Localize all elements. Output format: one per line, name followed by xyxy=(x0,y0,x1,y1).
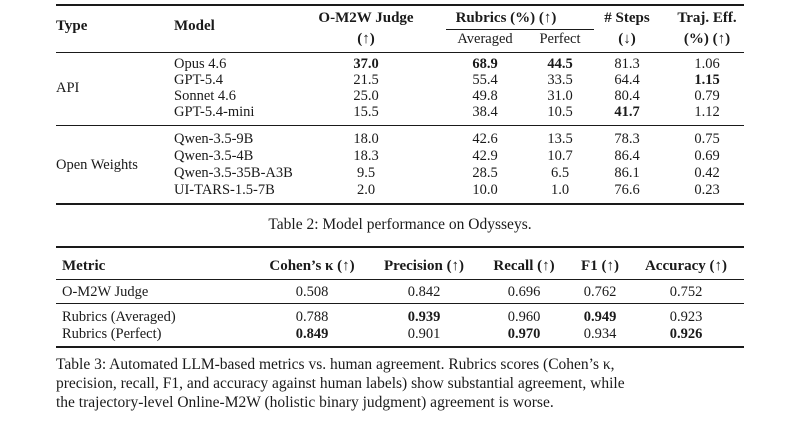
kappa-value: 0.849 xyxy=(295,326,329,342)
traj-value: 1.06 xyxy=(694,56,720,72)
bottom-rule xyxy=(56,203,744,205)
header-rule xyxy=(56,279,744,280)
perfect-value: 31.0 xyxy=(547,88,573,104)
averaged-value: 28.5 xyxy=(472,165,498,181)
averaged-value: 55.4 xyxy=(472,72,498,88)
header-accuracy: Accuracy (↑) xyxy=(644,258,728,274)
metric-name: Rubrics (Averaged) xyxy=(62,309,176,325)
perfect-value: 10.5 xyxy=(547,104,573,120)
metric-name: O-M2W Judge xyxy=(62,284,149,300)
perfect-value: 1.0 xyxy=(550,182,570,198)
traj-value: 0.69 xyxy=(694,148,720,164)
kappa-value: 0.508 xyxy=(295,284,329,300)
header-judge: O-M2W Judge xyxy=(318,10,414,26)
model-name: GPT-5.4-mini xyxy=(174,104,255,120)
traj-value: 0.42 xyxy=(694,165,720,181)
steps-value: 81.3 xyxy=(614,56,640,72)
traj-value: 0.75 xyxy=(694,131,720,147)
judge-value: 9.5 xyxy=(356,165,376,181)
f1-value: 0.949 xyxy=(583,309,617,325)
header-steps-direction: (↓) xyxy=(618,31,636,47)
judge-value: 15.5 xyxy=(353,104,379,120)
model-name: UI-TARS-1.5-7B xyxy=(174,182,275,198)
judge-value: 37.0 xyxy=(353,56,379,72)
header-metric: Metric xyxy=(62,258,106,274)
top-rule xyxy=(56,4,744,6)
averaged-value: 42.6 xyxy=(472,131,498,147)
group-type-open-weights: Open Weights xyxy=(56,157,138,173)
row-rule xyxy=(56,303,744,304)
recall-value: 0.696 xyxy=(507,284,541,300)
table-3-caption-line-2: precision, recall, F1, and accuracy agai… xyxy=(56,375,625,392)
model-name: Sonnet 4.6 xyxy=(174,88,237,104)
header-precision: Precision (↑) xyxy=(383,258,465,274)
perfect-value: 33.5 xyxy=(547,72,573,88)
header-steps: # Steps xyxy=(604,10,650,26)
traj-value: 1.15 xyxy=(694,72,720,88)
header-judge-direction: (↑) xyxy=(357,31,375,47)
bottom-rule xyxy=(56,346,744,348)
judge-value: 2.0 xyxy=(356,182,376,198)
precision-value: 0.939 xyxy=(407,309,441,325)
steps-value: 86.4 xyxy=(614,148,640,164)
kappa-value: 0.788 xyxy=(295,309,329,325)
averaged-value: 68.9 xyxy=(472,56,498,72)
header-traj-eff: Traj. Eff. xyxy=(677,10,737,26)
f1-value: 0.762 xyxy=(583,284,617,300)
header-rubrics: Rubrics (%) (↑) xyxy=(455,10,557,26)
header-model: Model xyxy=(174,18,215,34)
header-rule xyxy=(56,52,744,53)
steps-value: 80.4 xyxy=(614,88,640,104)
traj-value: 0.79 xyxy=(694,88,720,104)
averaged-value: 10.0 xyxy=(472,182,498,198)
model-name: Qwen-3.5-4B xyxy=(174,148,254,164)
rubrics-cmidrule xyxy=(446,29,594,30)
recall-value: 0.970 xyxy=(507,326,541,342)
header-kappa: Cohen’s κ (↑) xyxy=(269,258,355,274)
table-3-caption-line-1: Table 3: Automated LLM-based metrics vs.… xyxy=(56,356,615,373)
averaged-value: 42.9 xyxy=(472,148,498,164)
averaged-value: 38.4 xyxy=(472,104,498,120)
traj-value: 0.23 xyxy=(694,182,720,198)
judge-value: 25.0 xyxy=(353,88,379,104)
perfect-value: 10.7 xyxy=(547,148,573,164)
perfect-value: 44.5 xyxy=(547,56,573,72)
header-averaged: Averaged xyxy=(457,31,513,47)
judge-value: 21.5 xyxy=(353,72,379,88)
steps-value: 76.6 xyxy=(614,182,640,198)
model-name: Qwen-3.5-35B-A3B xyxy=(174,165,293,181)
header-type: Type xyxy=(56,18,88,34)
recall-value: 0.960 xyxy=(507,309,541,325)
model-name: Qwen-3.5-9B xyxy=(174,131,254,147)
steps-value: 78.3 xyxy=(614,131,640,147)
averaged-value: 49.8 xyxy=(472,88,498,104)
perfect-value: 13.5 xyxy=(547,131,573,147)
steps-value: 41.7 xyxy=(614,104,640,120)
accuracy-value: 0.752 xyxy=(669,284,703,300)
traj-value: 1.12 xyxy=(694,104,720,120)
steps-value: 64.4 xyxy=(614,72,640,88)
judge-value: 18.3 xyxy=(353,148,379,164)
precision-value: 0.901 xyxy=(407,326,441,342)
f1-value: 0.934 xyxy=(583,326,617,342)
header-perfect: Perfect xyxy=(539,31,581,47)
judge-value: 18.0 xyxy=(353,131,379,147)
precision-value: 0.842 xyxy=(407,284,441,300)
header-recall: Recall (↑) xyxy=(493,258,555,274)
top-rule xyxy=(56,246,744,248)
accuracy-value: 0.923 xyxy=(669,309,703,325)
accuracy-value: 0.926 xyxy=(669,326,703,342)
perfect-value: 6.5 xyxy=(550,165,570,181)
model-name: Opus 4.6 xyxy=(174,56,227,72)
header-traj-unit: (%) (↑) xyxy=(683,31,731,47)
group-rule xyxy=(56,125,744,126)
table-3-caption-line-3: the trajectory-level Online-M2W (holisti… xyxy=(56,394,554,411)
metric-name: Rubrics (Perfect) xyxy=(62,326,162,342)
header-f1: F1 (↑) xyxy=(581,258,619,274)
model-name: GPT-5.4 xyxy=(174,72,224,88)
table-2-caption: Table 2: Model performance on Odysseys. xyxy=(268,216,532,233)
group-type-api: API xyxy=(56,80,80,96)
steps-value: 86.1 xyxy=(614,165,640,181)
